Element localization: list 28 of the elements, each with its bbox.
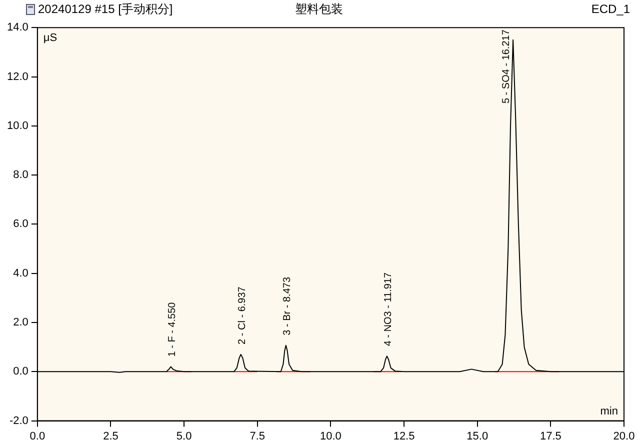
x-tick-label: 10.0	[320, 430, 342, 442]
x-tick-label: 7.5	[250, 430, 266, 442]
x-tick-label: 12.5	[393, 430, 415, 442]
y-tick-label: 12.0	[6, 70, 28, 83]
y-tick-label: -2.0	[9, 414, 28, 427]
y-tick-label: 10.0	[6, 120, 28, 132]
x-axis-title: min	[600, 405, 618, 418]
y-tick-label: 8.0	[13, 169, 28, 182]
x-tick-label: 15.0	[466, 430, 488, 442]
y-tick-label: 4.0	[13, 267, 28, 280]
y-tick-label: 2.0	[13, 316, 28, 329]
x-tick-label: 5.0	[176, 430, 192, 442]
annotation: 3 - Br - 8.473	[282, 276, 293, 336]
annotation: 1 - F - 4.550	[166, 302, 178, 357]
x-tick-label: 0.0	[30, 430, 46, 442]
y-tick-label: 6.0	[13, 218, 28, 230]
annotation: 5 - SO4 - 16.217	[501, 29, 512, 104]
text: ECD_1	[591, 2, 630, 16]
chart-title: 塑料包装	[295, 2, 343, 16]
y-tick-label: 14.0	[6, 22, 28, 34]
y-tick-label: 0.0	[13, 366, 28, 378]
text: 20240129 #15 [手动积分]	[38, 0, 173, 18]
y-axis-title: μS	[43, 32, 58, 44]
x-tick-label: 2.5	[103, 430, 118, 442]
x-tick-label: 17.5	[540, 430, 562, 442]
annotation: 4 - NO3 - 11.917	[382, 272, 394, 346]
annotation: 2 - Cl - 6.937	[236, 286, 248, 344]
x-tick-label: 20.0	[613, 430, 635, 442]
